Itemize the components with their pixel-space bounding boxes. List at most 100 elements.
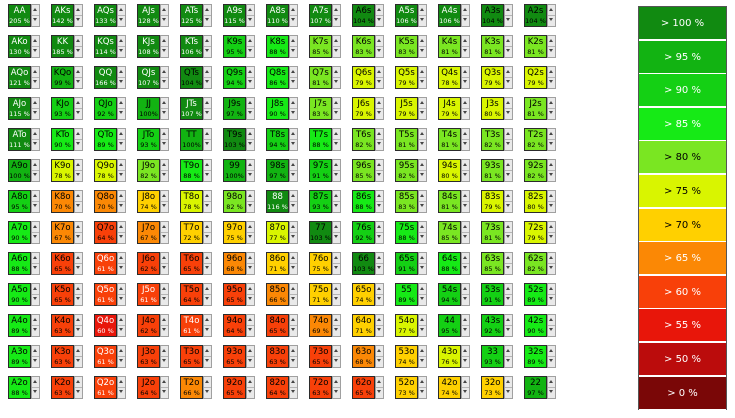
spin-up-arrow-icon[interactable] <box>161 222 168 233</box>
spin-down-arrow-icon[interactable] <box>290 232 297 242</box>
hand-tile[interactable]: Q5o 61 % <box>94 283 117 306</box>
hand-tile[interactable]: J7s 83 % <box>309 97 332 120</box>
spin-control[interactable] <box>203 66 212 89</box>
spin-control[interactable] <box>418 35 427 58</box>
hand-tile[interactable]: Q5s 79 % <box>395 66 418 89</box>
hand-tile[interactable]: 97o 75 % <box>223 221 246 244</box>
spin-control[interactable] <box>246 376 255 399</box>
spin-up-arrow-icon[interactable] <box>290 253 297 264</box>
spin-up-arrow-icon[interactable] <box>333 129 340 140</box>
spin-up-arrow-icon[interactable] <box>75 67 82 78</box>
hand-tile[interactable]: T2s 82 % <box>524 128 547 151</box>
hand-tile[interactable]: 72s 79 % <box>524 221 547 244</box>
spin-up-arrow-icon[interactable] <box>204 129 211 140</box>
spin-up-arrow-icon[interactable] <box>505 284 512 295</box>
hand-tile[interactable]: KQs 114 % <box>94 35 117 58</box>
hand-tile[interactable]: Q7s 81 % <box>309 66 332 89</box>
hand-tile[interactable]: J3s 80 % <box>481 97 504 120</box>
hand-tile[interactable]: 96s 85 % <box>352 159 375 182</box>
hand-tile[interactable]: A5o 90 % <box>8 283 31 306</box>
spin-down-arrow-icon[interactable] <box>333 387 340 397</box>
spin-up-arrow-icon[interactable] <box>32 284 39 295</box>
spin-down-arrow-icon[interactable] <box>505 201 512 211</box>
spin-down-arrow-icon[interactable] <box>161 201 168 211</box>
spin-control[interactable] <box>31 35 40 58</box>
spin-control[interactable] <box>74 252 83 275</box>
spin-control[interactable] <box>418 190 427 213</box>
hand-tile[interactable]: A9o 100 % <box>8 159 31 182</box>
spin-down-arrow-icon[interactable] <box>376 356 383 366</box>
spin-control[interactable] <box>117 221 126 244</box>
spin-control[interactable] <box>418 221 427 244</box>
hand-tile[interactable]: JTs 107 % <box>180 97 203 120</box>
hand-tile[interactable]: T3s 82 % <box>481 128 504 151</box>
hand-tile[interactable]: QTo 89 % <box>94 128 117 151</box>
spin-control[interactable] <box>289 4 298 27</box>
spin-control[interactable] <box>74 66 83 89</box>
spin-control[interactable] <box>31 128 40 151</box>
spin-up-arrow-icon[interactable] <box>247 36 254 47</box>
hand-tile[interactable]: JTo 93 % <box>137 128 160 151</box>
spin-control[interactable] <box>203 190 212 213</box>
spin-down-arrow-icon[interactable] <box>75 387 82 397</box>
spin-control[interactable] <box>461 35 470 58</box>
spin-up-arrow-icon[interactable] <box>376 36 383 47</box>
spin-control[interactable] <box>117 128 126 151</box>
spin-up-arrow-icon[interactable] <box>204 284 211 295</box>
hand-tile[interactable]: J9s 97 % <box>223 97 246 120</box>
spin-up-arrow-icon[interactable] <box>75 284 82 295</box>
hand-tile[interactable]: QTs 104 % <box>180 66 203 89</box>
spin-control[interactable] <box>504 128 513 151</box>
spin-control[interactable] <box>160 314 169 337</box>
hand-tile[interactable]: 99 100% <box>223 159 246 182</box>
spin-up-arrow-icon[interactable] <box>419 36 426 47</box>
spin-control[interactable] <box>74 314 83 337</box>
spin-down-arrow-icon[interactable] <box>204 356 211 366</box>
spin-down-arrow-icon[interactable] <box>290 387 297 397</box>
spin-down-arrow-icon[interactable] <box>204 139 211 149</box>
spin-up-arrow-icon[interactable] <box>118 67 125 78</box>
spin-control[interactable] <box>289 252 298 275</box>
spin-down-arrow-icon[interactable] <box>462 325 469 335</box>
spin-control[interactable] <box>203 314 212 337</box>
hand-tile[interactable]: A9s 115 % <box>223 4 246 27</box>
spin-down-arrow-icon[interactable] <box>505 387 512 397</box>
spin-up-arrow-icon[interactable] <box>161 67 168 78</box>
spin-control[interactable] <box>375 345 384 368</box>
hand-tile[interactable]: 52o 73 % <box>395 376 418 399</box>
spin-down-arrow-icon[interactable] <box>505 46 512 56</box>
spin-control[interactable] <box>160 345 169 368</box>
spin-control[interactable] <box>31 376 40 399</box>
spin-down-arrow-icon[interactable] <box>548 387 555 397</box>
hand-tile[interactable]: K7s 85 % <box>309 35 332 58</box>
spin-control[interactable] <box>375 283 384 306</box>
spin-down-arrow-icon[interactable] <box>247 356 254 366</box>
spin-up-arrow-icon[interactable] <box>161 253 168 264</box>
spin-down-arrow-icon[interactable] <box>290 139 297 149</box>
spin-up-arrow-icon[interactable] <box>118 129 125 140</box>
hand-tile[interactable]: T7s 88 % <box>309 128 332 151</box>
spin-down-arrow-icon[interactable] <box>118 263 125 273</box>
spin-control[interactable] <box>117 97 126 120</box>
spin-control[interactable] <box>375 376 384 399</box>
spin-control[interactable] <box>547 66 556 89</box>
hand-tile[interactable]: 77 103 % <box>309 221 332 244</box>
spin-down-arrow-icon[interactable] <box>548 294 555 304</box>
spin-down-arrow-icon[interactable] <box>290 77 297 87</box>
spin-up-arrow-icon[interactable] <box>376 253 383 264</box>
spin-up-arrow-icon[interactable] <box>548 253 555 264</box>
spin-down-arrow-icon[interactable] <box>75 325 82 335</box>
spin-up-arrow-icon[interactable] <box>333 377 340 388</box>
hand-tile[interactable]: K4o 63 % <box>51 314 74 337</box>
hand-tile[interactable]: T8s 94 % <box>266 128 289 151</box>
spin-up-arrow-icon[interactable] <box>118 253 125 264</box>
hand-tile[interactable]: K2o 63 % <box>51 376 74 399</box>
spin-down-arrow-icon[interactable] <box>290 15 297 25</box>
hand-tile[interactable]: A7o 90 % <box>8 221 31 244</box>
spin-up-arrow-icon[interactable] <box>376 222 383 233</box>
spin-up-arrow-icon[interactable] <box>161 284 168 295</box>
hand-tile[interactable]: T3o 65 % <box>180 345 203 368</box>
spin-up-arrow-icon[interactable] <box>118 315 125 326</box>
spin-up-arrow-icon[interactable] <box>161 346 168 357</box>
hand-tile[interactable]: T5o 64 % <box>180 283 203 306</box>
